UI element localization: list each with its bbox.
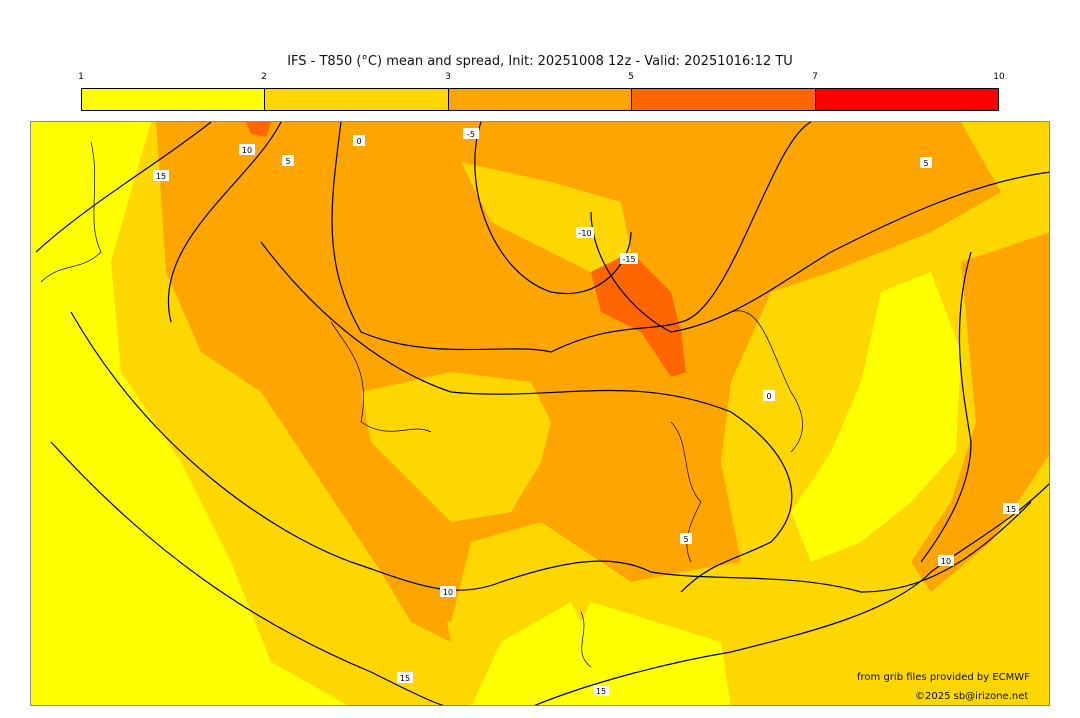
colorbar-tick: 2 <box>261 72 267 82</box>
spread-fill-1-2 <box>791 272 961 562</box>
colorbar <box>81 88 999 111</box>
colorbar-tick: 7 <box>812 72 818 82</box>
spread-fill-3-5 <box>286 412 451 642</box>
colorbar-tick: 5 <box>628 72 634 82</box>
colorbar-tick: 10 <box>993 72 1005 82</box>
copyright-credit: ©2025 sb@irizone.net <box>915 691 1029 702</box>
contour-label: 15 <box>400 674 410 683</box>
colorbar-tick: 3 <box>445 72 451 82</box>
contour-label-group: 10 15 5 0 -5 -10 -15 5 0 5 10 15 10 15 1… <box>153 128 1019 696</box>
contour-label: -10 <box>578 229 591 238</box>
contour-label: 0 <box>356 137 361 146</box>
contour-label: 10 <box>242 146 252 155</box>
spread-map: 10 15 5 0 -5 -10 -15 5 0 5 10 15 10 15 1… <box>30 121 1050 706</box>
contour-label: 15 <box>1006 505 1016 514</box>
contour-label: 10 <box>941 557 951 566</box>
colorbar-segment <box>448 89 633 110</box>
colorbar-tick: 1 <box>78 72 84 82</box>
contour-label: 10 <box>443 588 453 597</box>
spread-fill-5-7 <box>591 252 686 377</box>
data-source-credit: from grib files provided by ECMWF <box>857 672 1030 683</box>
colorbar-segment <box>815 89 999 110</box>
contour-label: -5 <box>467 130 475 139</box>
contour-label: 15 <box>596 687 606 696</box>
spread-fill-1-2 <box>471 602 688 705</box>
spread-fill-2-3 <box>361 372 551 522</box>
colorbar-segment <box>82 89 266 110</box>
contour-label: -15 <box>622 255 635 264</box>
spread-fill-5-7 <box>246 122 271 137</box>
temperature-contours <box>35 122 1049 705</box>
spread-fill-2-3 <box>461 162 631 272</box>
contour-label: 5 <box>683 535 688 544</box>
spread-fill-3-5 <box>911 232 1049 592</box>
colorbar-segment <box>632 89 816 110</box>
contour-label: 0 <box>766 392 771 401</box>
contour-label: 5 <box>923 159 928 168</box>
map-canvas: 10 15 5 0 -5 -10 -15 5 0 5 10 15 10 15 1… <box>31 122 1049 705</box>
contour-label: 15 <box>156 172 166 181</box>
contour-label: 5 <box>285 157 290 166</box>
colorbar-segment <box>265 89 449 110</box>
chart-title: IFS - T850 (°C) mean and spread, Init: 2… <box>287 54 793 69</box>
